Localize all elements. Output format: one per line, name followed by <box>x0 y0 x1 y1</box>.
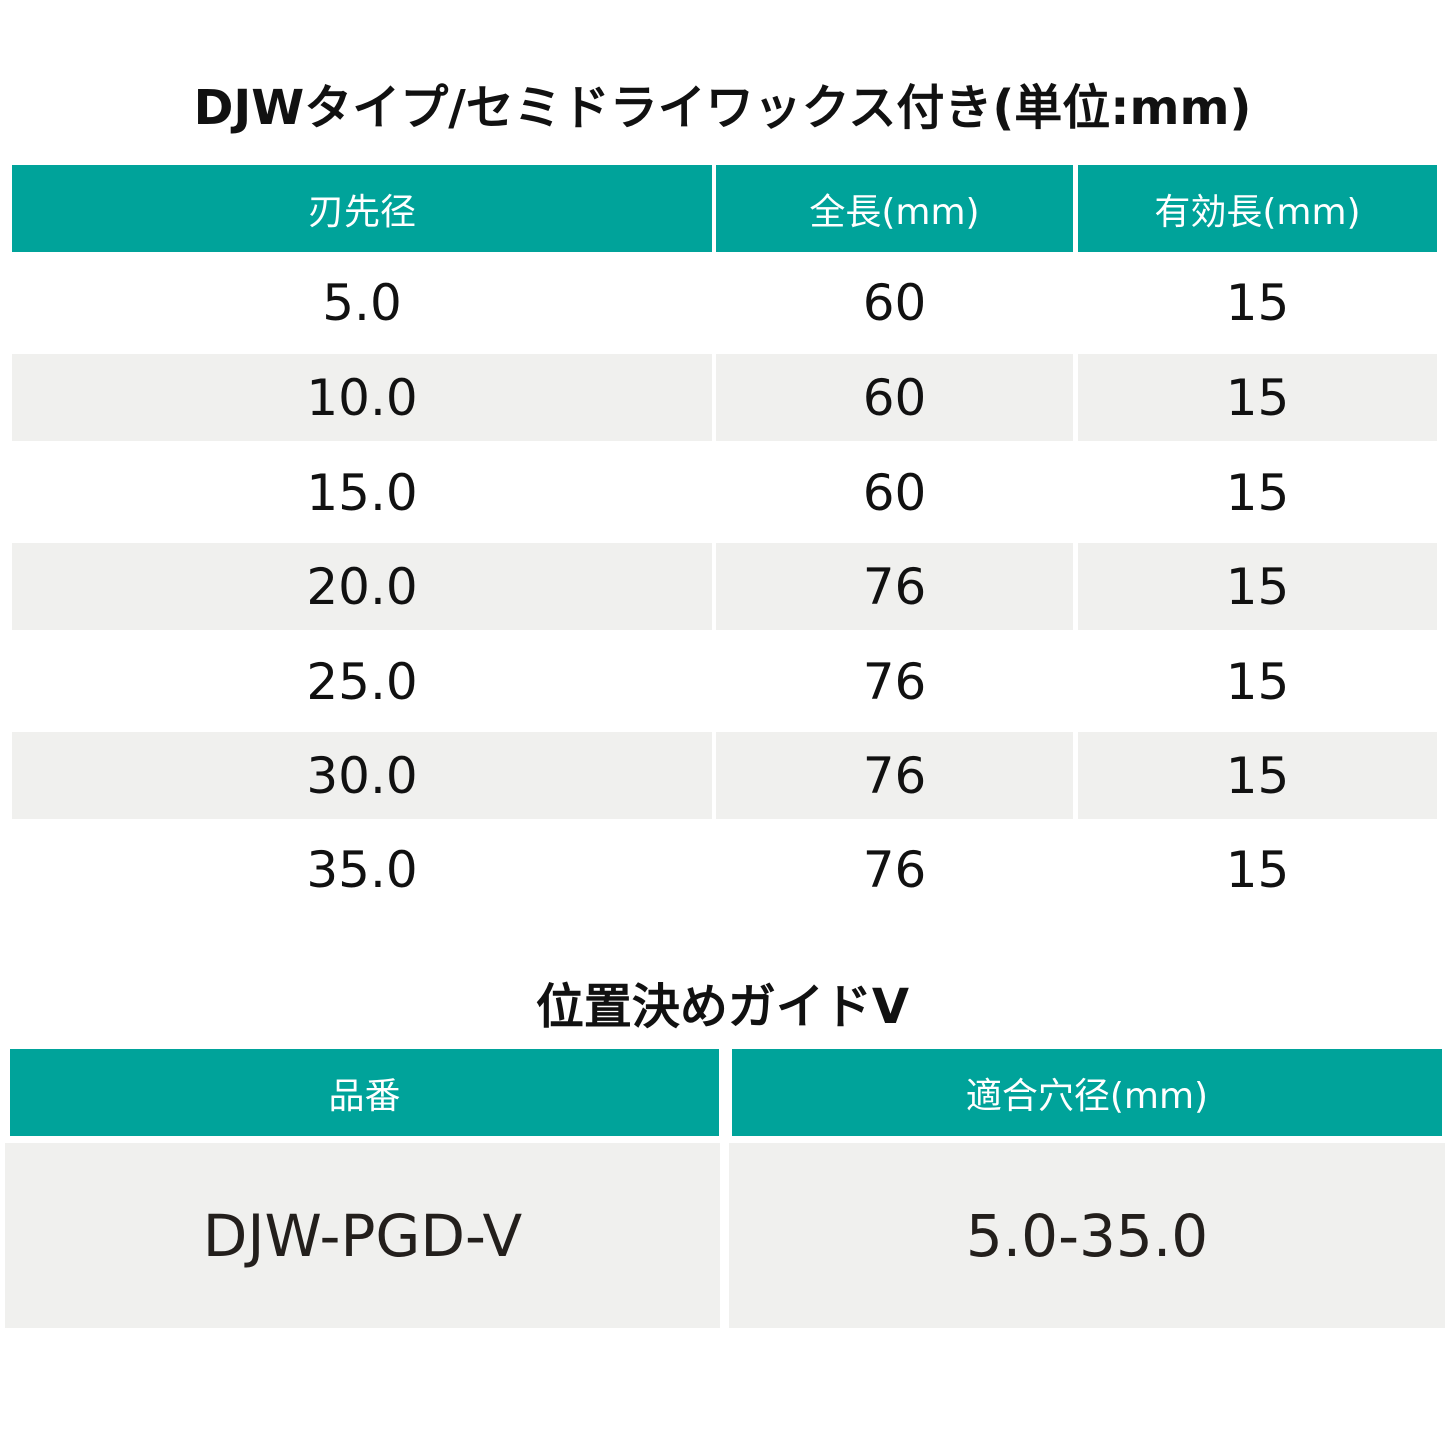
table-cell: 15 <box>1078 354 1437 441</box>
table-cell: 60 <box>862 273 927 332</box>
table1-title: DJWタイプ/セミドライワックス付き(単位:mm) <box>193 80 1252 136</box>
table-cell: 15 <box>1225 840 1290 899</box>
table-cell: 76 <box>716 732 1073 819</box>
table-cell: 15 <box>1225 463 1290 522</box>
header-cell-part-number: 品番 <box>10 1049 719 1136</box>
table-cell: 76 <box>862 652 927 711</box>
table-cell: 15 <box>1225 273 1290 332</box>
table-cell: 10.0 <box>12 354 712 441</box>
table-cell: 76 <box>716 543 1073 630</box>
header-cell-tip-diameter: 刃先径 <box>12 165 712 252</box>
table-cell: 5.0 <box>322 273 402 332</box>
hole-diameter-cell: 5.0-35.0 <box>729 1143 1445 1328</box>
table2-title: 位置決めガイドV <box>535 979 910 1035</box>
part-number-cell: DJW-PGD-V <box>5 1143 720 1328</box>
table-cell: 25.0 <box>306 652 418 711</box>
header-cell-total-length: 全長(mm) <box>716 165 1073 252</box>
table-cell: 15 <box>1225 652 1290 711</box>
table-cell: 35.0 <box>306 840 418 899</box>
table-cell: 76 <box>862 840 927 899</box>
table-cell: 15 <box>1078 732 1437 819</box>
header-cell-hole-diameter: 適合穴径(mm) <box>732 1049 1442 1136</box>
header-cell-effective-length: 有効長(mm) <box>1078 165 1437 252</box>
table-cell: 20.0 <box>12 543 712 630</box>
table-cell: 30.0 <box>12 732 712 819</box>
table-cell: 60 <box>862 463 927 522</box>
table-cell: 15 <box>1078 543 1437 630</box>
table-cell: 60 <box>716 354 1073 441</box>
table-cell: 15.0 <box>306 463 418 522</box>
